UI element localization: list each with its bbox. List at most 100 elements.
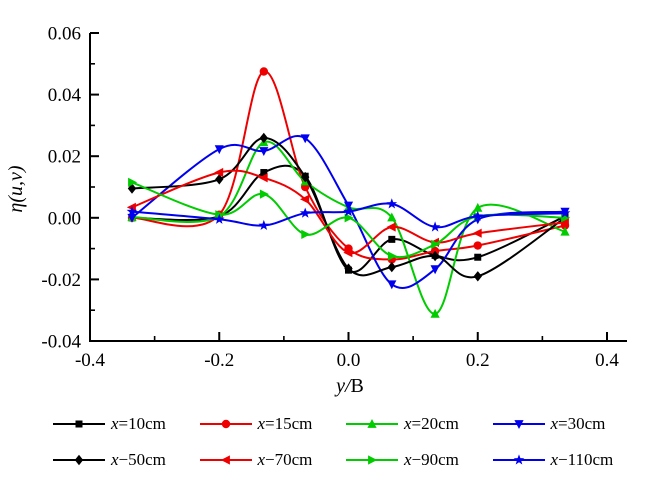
circle-marker [473,241,482,250]
triangle-left-marker [386,222,396,232]
triangle-right-marker [128,177,138,187]
legend-swatch [346,455,398,465]
x-tick-label: 0.0 [337,350,361,371]
legend-item-5: x−70cm [199,445,346,475]
x-axis-label: y/B [336,375,364,397]
y-tick-label: 0.00 [48,208,81,229]
legend-label: x−110cm [550,450,614,469]
diamond-marker [473,271,482,282]
diamond-marker [430,250,440,262]
circle-marker [221,419,230,429]
triangle-left-marker [214,167,224,178]
triangle-left-marker [300,194,310,204]
triangle-up-marker [387,212,397,222]
legend-item-0: x=10cm [52,409,199,439]
star-marker [429,221,441,232]
triangle-left-marker [559,217,569,227]
triangle-left-marker [126,202,136,212]
triangle-up-marker [560,226,570,236]
triangle-down-marker [214,145,224,155]
x-tick-label: 0.2 [466,350,490,371]
triangle-right-marker [215,210,225,220]
triangle-right-marker [431,239,441,249]
star-marker [559,207,571,218]
square-marker [388,235,396,243]
series-7 [126,198,571,232]
legend-label: x=10cm [111,414,166,433]
triangle-down-marker [300,134,310,144]
square-marker [75,420,83,428]
legend-label: x=30cm [550,414,606,433]
legend-label: x−50cm [111,450,166,469]
diamond-marker [344,263,353,274]
star-marker [299,207,311,218]
star-marker [343,206,354,217]
star-marker [258,219,270,230]
diamond-marker [74,454,84,466]
diamond-marker [387,261,396,273]
star-marker [513,454,524,465]
diamond-marker [259,132,268,144]
triangle-right-marker [344,213,354,223]
legend-swatch [492,454,545,465]
triangle-left-marker [220,455,230,465]
legend-swatch [53,454,105,466]
legend-swatch [199,455,252,465]
triangle-down-marker [387,280,397,290]
legend-swatch [346,419,398,428]
legend-swatch [199,419,252,429]
y-axis-label: η(u,v) [5,165,27,213]
legend-item-6: x−90cm [345,445,492,475]
legend-item-4: x−50cm [52,445,199,475]
star-marker [472,210,484,221]
square-marker [260,169,268,177]
triangle-right-marker [387,251,397,261]
triangle-up-marker [430,308,440,318]
x-tick-label: -0.2 [204,350,234,371]
star-marker [386,198,398,209]
y-tick-label: -0.04 [41,332,81,353]
triangle-right-marker [259,189,269,199]
legend-item-2: x=20cm [345,409,492,439]
triangle-right-marker [301,229,311,239]
legend-label: x−90cm [404,450,459,469]
triangle-down-marker [127,213,137,223]
triangle-up-marker [473,202,483,212]
triangle-left-marker [343,248,353,258]
diamond-marker [127,183,137,194]
series-line [131,140,566,315]
legend-item-7: x−110cm [492,445,639,475]
legend-item-3: x=30cm [492,409,639,439]
triangle-left-marker [258,173,268,183]
plot-svg: -0.04 -0.02 0.00 0.02 0.04 0.06 -0.4 -0.2 0.0 0.2… [41,24,627,371]
diamond-marker [215,174,224,185]
x-tick-label: -0.4 [75,350,106,371]
axes-layer: -0.04 -0.02 0.00 0.02 0.04 0.06 -0.4 -0.2 0.0 0.2… [41,24,627,371]
legend-label: x=20cm [404,414,459,433]
curves-layer [126,67,571,318]
legend-swatch [53,420,105,428]
square-marker [474,253,482,261]
star-marker [126,206,138,217]
triangle-down-marker [513,420,524,429]
triangle-left-marker [472,228,482,238]
triangle-up-marker [367,419,377,428]
triangle-right-marker [368,455,378,465]
y-tick-label: 0.04 [48,85,82,106]
y-tick-label: 0.02 [48,147,81,168]
diamond-marker [301,171,310,183]
legend-label: x=15cm [257,414,313,433]
star-marker [213,213,225,224]
series-2 [127,137,570,318]
triangle-down-marker [259,147,269,156]
legend: x=10cm x=15cm x=20cm x=30cm x−50cm x−70cm x−90… [52,409,638,475]
x-tick-label: 0.4 [595,350,619,371]
y-tick-label: 0.06 [48,24,81,45]
legend-item-1: x=15cm [199,409,346,439]
legend-swatch [492,420,545,429]
y-tick-label: -0.02 [41,270,81,291]
legend-label: x−70cm [257,450,313,469]
circle-marker [259,67,269,76]
triangle-down-marker [430,265,440,275]
